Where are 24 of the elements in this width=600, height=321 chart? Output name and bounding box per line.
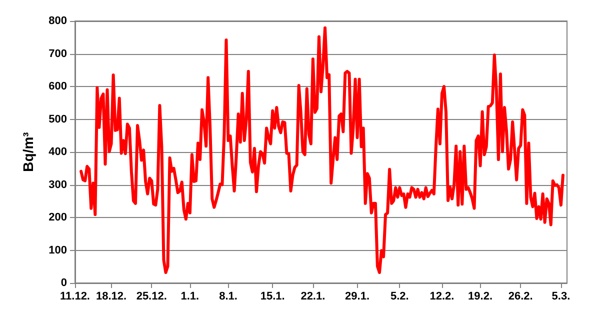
x-tick-label: 12.2. bbox=[430, 290, 454, 302]
x-tick-label: 15.1. bbox=[260, 290, 285, 302]
x-tick-label: 26.2. bbox=[508, 290, 533, 302]
x-tick-label: 8.1. bbox=[219, 290, 238, 302]
x-tick-label: 1.1. bbox=[180, 290, 200, 302]
y-tick-label: 200 bbox=[48, 212, 67, 224]
y-tick-label: 700 bbox=[48, 48, 67, 60]
x-tick-label: 11.12. bbox=[60, 290, 90, 302]
y-tick-label: 500 bbox=[48, 113, 67, 126]
x-tick-label: 18.12. bbox=[96, 290, 127, 302]
x-tick-label: 5.2. bbox=[390, 290, 409, 302]
y-axis-title: Bq/m³ bbox=[20, 132, 36, 172]
x-tick-label: 22.1. bbox=[300, 290, 326, 302]
x-tick-label: 5.3. bbox=[552, 290, 570, 302]
y-tick-label: 0 bbox=[60, 277, 67, 289]
y-tick-label: 100 bbox=[48, 244, 67, 256]
x-tick-label: 29.1. bbox=[345, 290, 370, 302]
x-tick-label: 25.12. bbox=[136, 290, 167, 302]
x-tick-label: 19.2. bbox=[468, 290, 493, 302]
line-series bbox=[80, 26, 564, 274]
y-tick-label: 600 bbox=[48, 80, 67, 92]
y-tick-label: 300 bbox=[48, 178, 67, 191]
y-tick-label: 800 bbox=[48, 15, 67, 27]
y-tick-label: 400 bbox=[48, 146, 67, 158]
